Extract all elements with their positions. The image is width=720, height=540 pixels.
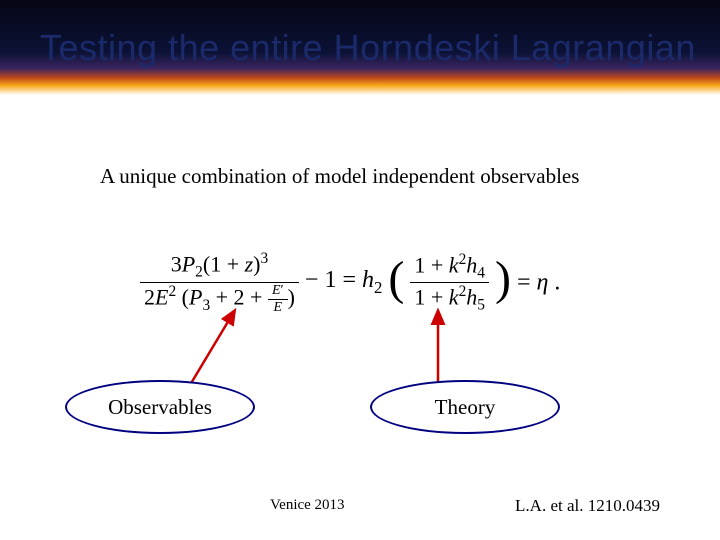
eq-rhs-den: 1 + k2h5 [410,283,489,315]
eq-minus-one: − 1 = h2 [305,267,388,293]
eq-rhs-num: 1 + k2h4 [410,251,489,284]
arrow-observables [190,310,235,385]
title-band: Testing the entire Horndeski Lagrangian [0,0,720,95]
subtitle: A unique combination of model independen… [100,164,579,189]
node-observables: Observables [65,380,255,434]
node-theory: Theory [370,380,560,434]
node-theory-label: Theory [435,395,496,420]
eq-lhs-den: 2E2 (P3 + 2 + E′E) [140,283,299,316]
page-title: Testing the entire Horndeski Lagrangian [40,27,696,69]
eq-rparen: ) [495,257,511,300]
equation: 3P2(1 + z)3 2E2 (P3 + 2 + E′E) − 1 = h2 … [140,250,560,316]
node-observables-label: Observables [108,395,212,420]
footer-venue: Venice 2013 [270,497,345,514]
eq-lhs-frac: 3P2(1 + z)3 2E2 (P3 + 2 + E′E) [140,250,299,316]
footer-citation: L.A. et al. 1210.0439 [515,496,660,516]
eq-rhs-frac: 1 + k2h4 1 + k2h5 [410,251,489,315]
eq-lparen: ( [388,257,404,300]
eq-lhs-num: 3P2(1 + z)3 [140,250,299,283]
eq-tail: = η . [517,269,560,295]
